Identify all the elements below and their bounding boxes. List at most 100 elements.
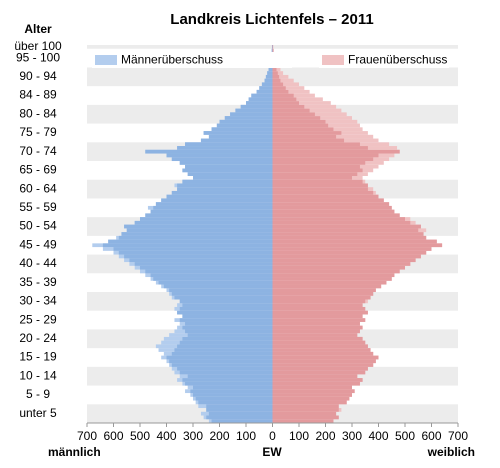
bar-base [272, 45, 274, 49]
bar-base [272, 321, 360, 326]
bar-base [121, 232, 273, 236]
y-tick-label: 45 - 49 [19, 237, 57, 251]
bar-base [166, 194, 273, 199]
bar-base [206, 415, 273, 420]
x-tick-label: 300 [183, 429, 203, 443]
y-tick-label: 15 - 19 [19, 350, 57, 364]
bar-base [246, 101, 273, 105]
bar-base [193, 393, 273, 397]
bar-base [267, 71, 273, 75]
bar-base [198, 400, 273, 405]
bar-base [150, 209, 273, 214]
bar-base [272, 374, 358, 379]
bar-base [272, 209, 395, 214]
bar-base [163, 284, 273, 289]
x-tick-label: 200 [315, 429, 335, 443]
bar-base [118, 250, 273, 255]
legend-label: Frauenüberschuss [348, 53, 447, 67]
y-tick-label: 75 - 79 [19, 125, 57, 139]
bar-base [272, 351, 374, 356]
bar-base [272, 82, 284, 87]
bar [272, 101, 331, 105]
bar-base [272, 71, 278, 75]
bar-base [177, 146, 273, 150]
bar-base [272, 48, 274, 53]
x-tick-label: 400 [368, 429, 388, 443]
bar-base [272, 220, 411, 225]
x-axis-label: EW [262, 445, 282, 459]
bar-base [272, 119, 326, 124]
bar [272, 82, 299, 87]
bar-base [272, 89, 289, 94]
y-tick-label: unter 5 [19, 406, 57, 420]
bar-base [272, 228, 419, 233]
right-label: weiblich [427, 445, 475, 459]
bar-base [272, 213, 400, 218]
bar-base [272, 157, 374, 162]
bar-base [272, 277, 392, 281]
bar-base [182, 314, 273, 319]
bar-base [251, 93, 273, 98]
bar-base [272, 344, 368, 349]
bar-base [272, 232, 424, 236]
bar-base [177, 183, 273, 188]
x-tick-label: 500 [395, 429, 415, 443]
bar-base [272, 146, 368, 150]
bar-base [272, 172, 358, 176]
bar-base [272, 340, 366, 345]
bar-base [272, 153, 379, 158]
bar-base [261, 82, 273, 87]
bar-base [185, 142, 273, 147]
y-tick-label: 80 - 84 [19, 106, 57, 120]
bar-base [177, 366, 273, 371]
bar-base [102, 243, 273, 248]
bar-base [230, 112, 273, 117]
bar-base [185, 381, 273, 386]
y-tick-label: über 100 [14, 39, 62, 53]
bar-base [171, 292, 273, 296]
bar-base [272, 310, 368, 315]
bar-base [272, 239, 437, 244]
bars [92, 45, 443, 423]
bar-base [272, 183, 368, 188]
bar-base [224, 116, 273, 120]
bar-base [272, 273, 395, 278]
y-tick-label: 5 - 9 [26, 387, 50, 401]
bar-base [272, 131, 342, 135]
bar-base [118, 235, 273, 240]
bar-base [145, 149, 273, 154]
bar [272, 97, 323, 102]
bar-base [171, 157, 273, 162]
bar-base [272, 381, 360, 386]
bar-base [272, 408, 339, 412]
legend-bg [92, 52, 292, 68]
bar-base [179, 299, 273, 304]
bar-base [272, 265, 405, 270]
bar-base [134, 262, 273, 266]
y-tick-label: 70 - 74 [19, 144, 57, 158]
bar-base [272, 393, 352, 397]
bar-base [166, 355, 273, 360]
x-tick-label: 700 [448, 429, 468, 443]
bar-base [140, 217, 273, 221]
bar-base [272, 198, 384, 203]
bar-base [171, 351, 273, 356]
x-tick-label: 600 [421, 429, 441, 443]
bar [272, 89, 310, 94]
bar-base [155, 202, 273, 206]
bar-base [272, 123, 329, 128]
bar-base [272, 411, 337, 416]
legend-bg [319, 52, 449, 68]
legend-swatch [95, 55, 117, 65]
bar-base [174, 348, 273, 352]
chart-title: Landkreis Lichtenfels – 2011 [170, 11, 373, 28]
y-tick-label: 40 - 44 [19, 256, 57, 270]
bar-base [161, 198, 273, 203]
bar-base [158, 280, 273, 285]
bar-base [272, 400, 347, 405]
x-tick-label: 100 [236, 429, 256, 443]
bar-base [259, 86, 273, 90]
bar-base [206, 404, 273, 409]
bar-base [200, 138, 273, 143]
bar-base [150, 273, 273, 278]
